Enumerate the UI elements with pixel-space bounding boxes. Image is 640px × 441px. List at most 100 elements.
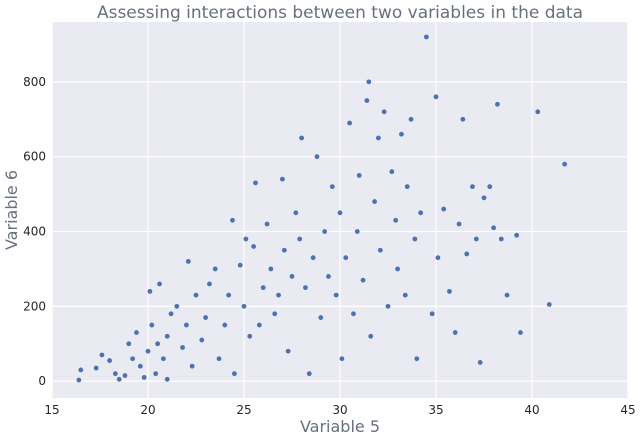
- scatter-point: [306, 371, 312, 377]
- scatter-point: [112, 371, 118, 377]
- scatter-point: [372, 199, 377, 204]
- scatter-point: [535, 109, 541, 115]
- scatter-point: [203, 315, 209, 320]
- scatter-point: [153, 371, 159, 377]
- scatter-point: [347, 120, 352, 126]
- x-tick-label: 40: [524, 403, 539, 417]
- scatter-point: [260, 285, 266, 291]
- scatter-point: [418, 210, 424, 216]
- scatter-point: [481, 195, 487, 201]
- chart-title: Assessing interactions between two varia…: [97, 3, 583, 23]
- scatter-point: [212, 266, 218, 272]
- scatter-point: [343, 255, 349, 261]
- scatter-point: [243, 236, 249, 242]
- scatter-point: [78, 367, 84, 373]
- scatter-point: [473, 236, 479, 242]
- scatter-point: [207, 281, 212, 287]
- scatter-point: [149, 322, 155, 328]
- y-tick-label: 600: [23, 150, 46, 164]
- scatter-point: [376, 135, 381, 141]
- scatter-point: [452, 330, 458, 335]
- grid-lines: [51, 22, 629, 398]
- scatter-point: [402, 292, 408, 298]
- scatter-point: [339, 356, 345, 362]
- scatter-point: [99, 352, 105, 358]
- scatter-point: [329, 184, 335, 190]
- scatter-point: [185, 259, 191, 264]
- scatter-point: [116, 376, 122, 382]
- scatter-point: [333, 292, 339, 298]
- scatter-point: [256, 322, 262, 328]
- scatter-point: [107, 358, 112, 363]
- scatter-point: [368, 333, 374, 339]
- scatter-point: [281, 247, 287, 253]
- scatter-point: [193, 292, 199, 298]
- scatter-point: [276, 292, 281, 298]
- scatter-point: [237, 262, 243, 268]
- x-tick-label: 30: [332, 403, 347, 417]
- scatter-point: [385, 303, 391, 309]
- scatter-point: [395, 266, 400, 272]
- scatter-point: [351, 311, 356, 317]
- scatter-point: [381, 109, 387, 115]
- scatter-point: [337, 210, 343, 216]
- scatter-point: [134, 330, 139, 335]
- scatter-point: [360, 277, 366, 283]
- scatter-point: [310, 255, 316, 261]
- scatter-point: [232, 371, 237, 377]
- x-tick-label: 25: [236, 403, 251, 417]
- scatter-point: [495, 101, 500, 107]
- scatter-point: [318, 315, 324, 320]
- x-axis-label: Variable 5: [300, 417, 380, 436]
- x-tick-label: 15: [44, 403, 59, 417]
- x-tick-label: 45: [620, 403, 635, 417]
- scatter-point: [429, 311, 435, 317]
- y-axis-label: Variable 6: [2, 170, 21, 250]
- scatter-point: [272, 311, 278, 317]
- scatter-point: [126, 341, 132, 347]
- scatter-point: [241, 303, 247, 309]
- scatter-point: [230, 217, 235, 223]
- scatter-point: [354, 229, 360, 234]
- scatter-point: [199, 337, 205, 343]
- scatter-point: [364, 98, 370, 103]
- scatter-point: [404, 184, 410, 190]
- scatter-point: [164, 333, 170, 339]
- scatter-point: [456, 221, 462, 227]
- scatter-point: [289, 274, 295, 279]
- scatter-point: [433, 94, 439, 100]
- scatter-point: [377, 247, 383, 253]
- scatter-point: [122, 373, 128, 378]
- scatter-point: [141, 375, 147, 380]
- scatter-point: [157, 281, 162, 287]
- scatter-point: [491, 225, 496, 231]
- scatter-point: [247, 333, 253, 339]
- scatter-point: [470, 184, 475, 190]
- scatter-point: [414, 356, 420, 362]
- scatter-point: [326, 274, 331, 279]
- scatter-point: [389, 169, 395, 175]
- y-tick-label: 400: [23, 225, 46, 239]
- scatter-point: [222, 322, 228, 328]
- scatter-point: [408, 116, 414, 122]
- scatter-point: [562, 161, 568, 167]
- scatter-point: [356, 172, 362, 178]
- scatter-point: [393, 217, 399, 223]
- scatter-point: [435, 255, 441, 261]
- scatter-point: [184, 322, 189, 328]
- scatter-point: [189, 363, 195, 369]
- y-tick-label: 0: [38, 374, 46, 388]
- scatter-point: [164, 376, 170, 382]
- scatter-point: [93, 365, 99, 371]
- scatter-point: [174, 303, 180, 309]
- scatter-point: [76, 377, 82, 383]
- scatter-point: [280, 176, 285, 182]
- scatter-point: [137, 363, 143, 369]
- scatter-point: [285, 348, 291, 354]
- scatter-point: [487, 184, 493, 190]
- scatter-point: [130, 356, 136, 362]
- scatter-point: [498, 236, 504, 242]
- scatter-point: [546, 302, 552, 307]
- scatter-point: [514, 232, 520, 238]
- scatter-point: [168, 311, 174, 317]
